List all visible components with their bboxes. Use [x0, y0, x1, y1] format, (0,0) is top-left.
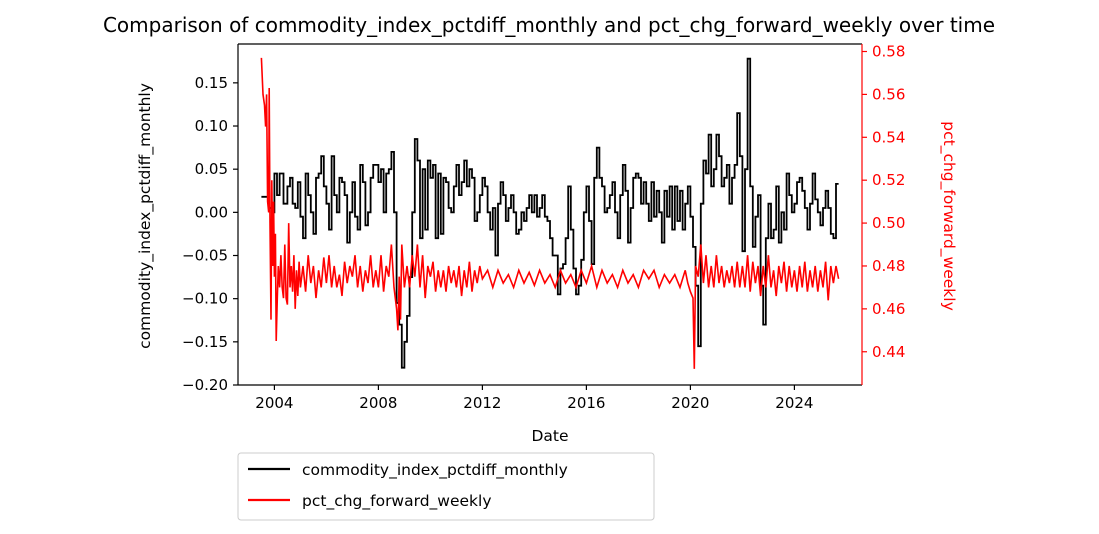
x-tick-label: 2004: [255, 394, 293, 412]
left-y-axis-label: commodity_index_pctdiff_monthly: [136, 83, 155, 349]
series-line-commodity-index: [261, 57, 839, 369]
left-y-axis-ticks: −0.20 −0.15 −0.10 −0.05 0.00 0.05 0.10 0.15: [182, 74, 238, 394]
left-y-tick-label: −0.05: [182, 247, 228, 265]
right-y-axis-ticks: 0.44 0.46 0.48 0.50 0.52 0.54 0.56 0.58: [862, 43, 905, 361]
right-y-tick-label: 0.56: [872, 85, 905, 103]
legend: commodity_index_pctdiff_monthly pct_chg_…: [237, 452, 655, 521]
right-y-tick-label: 0.48: [872, 257, 905, 275]
right-y-tick-label: 0.46: [872, 300, 905, 318]
x-tick-label: 2016: [567, 394, 605, 412]
x-axis-ticks: 2004 2008 2012 2016 2020 2024: [255, 385, 813, 412]
right-y-tick-label: 0.54: [872, 128, 905, 146]
left-y-tick-label: 0.05: [195, 160, 228, 178]
plot-area: [260, 57, 840, 369]
x-tick-label: 2008: [359, 394, 397, 412]
left-y-tick-label: −0.10: [182, 290, 228, 308]
left-y-tick-label: 0.00: [195, 203, 228, 221]
right-series-group: [260, 57, 840, 369]
legend-label-right-series: pct_chg_forward_weekly: [302, 492, 492, 511]
right-y-tick-label: 0.50: [872, 214, 905, 232]
x-axis-label: Date: [531, 427, 568, 445]
right-y-tick-label: 0.52: [872, 171, 905, 189]
x-tick-label: 2020: [671, 394, 709, 412]
left-y-tick-label: 0.10: [195, 117, 228, 135]
legend-label-left-series: commodity_index_pctdiff_monthly: [302, 461, 568, 480]
right-y-tick-label: 0.58: [872, 43, 905, 61]
legend-box: [237, 452, 655, 521]
series-line-pct-chg-forward: [260, 57, 840, 369]
x-tick-label: 2012: [463, 394, 501, 412]
right-y-tick-label: 0.44: [872, 343, 905, 361]
left-y-tick-label: 0.15: [195, 74, 228, 92]
left-y-tick-label: −0.15: [182, 333, 228, 351]
left-series-group: [261, 57, 839, 369]
left-y-tick-label: −0.20: [182, 376, 228, 394]
chart-title: Comparison of commodity_index_pctdiff_mo…: [103, 13, 995, 37]
right-y-axis-label: pct_chg_forward_weekly: [939, 121, 958, 311]
x-tick-label: 2024: [775, 394, 813, 412]
